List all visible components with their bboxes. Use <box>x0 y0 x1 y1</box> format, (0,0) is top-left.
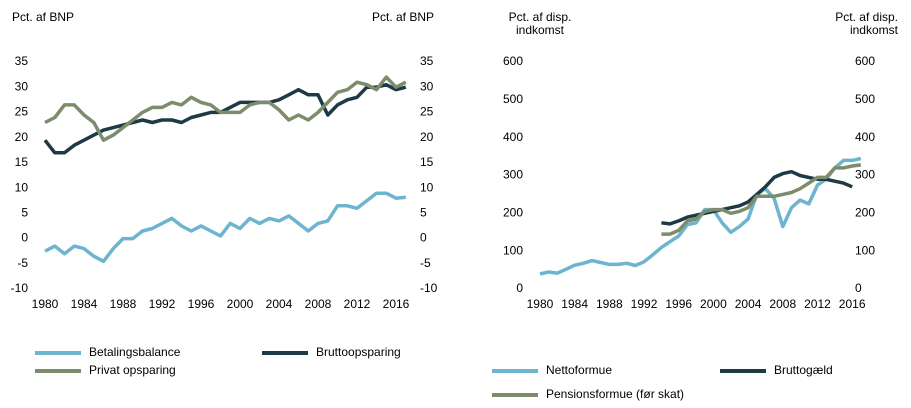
series-line <box>43 82 407 155</box>
y2-tick-label: -10 <box>420 281 438 295</box>
y-tick-label: 5 <box>21 206 28 220</box>
y-tick-label: -10 <box>11 281 29 295</box>
y2-tick-label: 10 <box>420 180 434 194</box>
x-tick-label: 1996 <box>188 297 215 311</box>
legend-label: Pensionsformue (før skat) <box>546 387 684 401</box>
y2-tick-label: 400 <box>855 130 875 144</box>
legend-label: Privat opsparing <box>89 363 176 377</box>
y-tick-label: 600 <box>503 54 523 68</box>
y2-axis-label: Pct. af BNP <box>372 10 434 24</box>
x-tick-label: 1988 <box>110 297 137 311</box>
series-line <box>661 163 862 236</box>
x-tick-label: 2000 <box>700 297 727 311</box>
x-tick-label: 2004 <box>735 297 762 311</box>
y-tick-label: 15 <box>15 155 29 169</box>
x-tick-label: 1980 <box>32 297 59 311</box>
y-axis-label: Pct. af BNP <box>12 10 74 24</box>
y-tick-label: 100 <box>503 243 523 257</box>
y-tick-label: 0 <box>516 281 523 295</box>
y-axis-label: Pct. af disp. <box>509 10 572 24</box>
y2-axis-label: Pct. af disp. <box>835 10 898 24</box>
y2-tick-label: 15 <box>420 155 434 169</box>
x-tick-label: 1984 <box>71 297 98 311</box>
y-tick-label: 30 <box>15 79 29 93</box>
y2-axis-label: indkomst <box>850 23 899 37</box>
y-tick-label: 300 <box>503 168 523 182</box>
x-tick-label: 1988 <box>596 297 623 311</box>
x-tick-label: 2012 <box>344 297 371 311</box>
x-tick-label: 2008 <box>769 297 796 311</box>
y2-tick-label: -5 <box>420 256 431 270</box>
y2-tick-label: 5 <box>420 206 427 220</box>
y-tick-label: 20 <box>15 130 29 144</box>
y2-tick-label: 35 <box>420 54 434 68</box>
x-tick-label: 1980 <box>527 297 554 311</box>
y-tick-label: 500 <box>503 92 523 106</box>
y-tick-label: 0 <box>21 231 28 245</box>
x-tick-label: 2012 <box>804 297 831 311</box>
y-tick-label: 200 <box>503 206 523 220</box>
y2-tick-label: 20 <box>420 130 434 144</box>
y2-tick-label: 200 <box>855 206 875 220</box>
x-tick-label: 2004 <box>266 297 293 311</box>
x-tick-label: 1992 <box>149 297 176 311</box>
x-tick-label: 1996 <box>665 297 692 311</box>
x-tick-label: 1992 <box>631 297 658 311</box>
y2-tick-label: 600 <box>855 54 875 68</box>
series-line <box>44 191 406 264</box>
y2-tick-label: 500 <box>855 92 875 106</box>
y2-tick-label: 30 <box>420 79 434 93</box>
y-tick-label: 25 <box>15 105 29 119</box>
y-tick-label: -5 <box>17 256 28 270</box>
y2-tick-label: 100 <box>855 243 875 257</box>
y2-tick-label: 0 <box>855 281 862 295</box>
series-line <box>661 169 853 226</box>
x-tick-label: 2016 <box>839 297 866 311</box>
y-tick-label: 35 <box>15 54 29 68</box>
legend-label: Bruttogæld <box>774 363 833 377</box>
y2-tick-label: 0 <box>420 231 427 245</box>
series-line <box>44 75 407 142</box>
y2-tick-label: 25 <box>420 105 434 119</box>
y2-tick-label: 300 <box>855 168 875 182</box>
x-tick-label: 1984 <box>561 297 588 311</box>
y-tick-label: 10 <box>15 180 29 194</box>
x-tick-label: 2016 <box>383 297 410 311</box>
legend-label: Nettoformue <box>546 363 612 377</box>
y-tick-label: 400 <box>503 130 523 144</box>
x-tick-label: 2000 <box>227 297 254 311</box>
legend-label: Bruttoopsparing <box>316 345 401 359</box>
y-axis-label: indkomst <box>516 23 565 37</box>
legend-label: Betalingsbalance <box>89 345 181 359</box>
x-tick-label: 2008 <box>305 297 332 311</box>
